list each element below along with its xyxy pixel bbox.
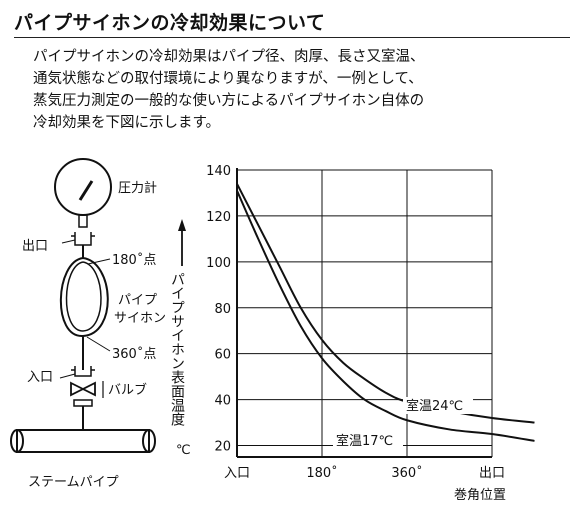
y-tick-labels: 20 40 60 80 100 120 140	[206, 164, 231, 455]
series-label-bg-24	[403, 397, 473, 414]
y-tick-140: 140	[206, 164, 231, 179]
steam-pipe-body	[16, 429, 150, 453]
inlet-fitting	[71, 366, 95, 377]
outlet-fitting	[71, 232, 95, 246]
label-360-point: 360˚点	[112, 346, 156, 362]
series-label-bg-17	[333, 432, 403, 449]
chart: 20 40 60 80 100 120 140 入口 180˚ 360˚ 出口 パイプサイホン表面…	[169, 164, 535, 503]
series-line-room-17c	[236, 190, 535, 442]
paragraph-line-3: 蒸気圧力測定の一般的な使い方によるパイプサイホン自体の	[33, 93, 425, 109]
label-leader-180	[87, 258, 111, 265]
y-tick-20: 20	[214, 440, 231, 455]
steam-pipe-end-left	[10, 429, 24, 453]
x-tick-2: 360˚	[391, 465, 422, 481]
x-axis-label: 巻角位置	[454, 488, 506, 503]
label-siphon: サイホン	[114, 311, 166, 326]
pipe-siphon-coil-inner	[65, 261, 102, 332]
label-outlet: 出口	[22, 239, 48, 254]
title-underline	[14, 37, 570, 38]
y-axis-arrow-head	[178, 219, 186, 231]
label-180-point: 180˚点	[112, 252, 156, 268]
series-label-17: 室温17℃	[336, 433, 393, 449]
chart-series	[236, 183, 535, 442]
page-title: パイプサイホンの冷却効果について	[14, 12, 326, 34]
y-axis-unit: ℃	[176, 443, 191, 458]
label-leader-outlet	[61, 239, 76, 244]
gauge-stem	[78, 214, 88, 228]
x-tick-3: 出口	[479, 466, 505, 481]
x-tick-1: 180˚	[306, 465, 337, 481]
y-axis-label: パイプサイホン表面温度	[169, 272, 185, 426]
diagram-labels: 圧力計 出口 180˚点 パイプ サイホン 360˚点 入口 バルブ ステームパ…	[22, 180, 166, 490]
steam-pipe-end-right	[142, 429, 156, 453]
label-leader-360	[86, 336, 111, 352]
label-steam-pipe: ステームパイプ	[28, 475, 119, 490]
label-leader-inlet	[59, 373, 76, 379]
valve-base	[73, 399, 93, 407]
series-line-room-24c	[236, 183, 535, 424]
chart-grid	[236, 168, 493, 458]
y-tick-80: 80	[214, 302, 231, 317]
description-paragraph: パイプサイホンの冷却効果はパイプ径、肉厚、長さ又室温、 通気状態などの取付環境に…	[33, 46, 573, 134]
x-tick-labels: 入口 180˚ 360˚ 出口	[224, 465, 505, 481]
y-tick-120: 120	[206, 210, 231, 225]
series-labels: 室温24℃ 室温17℃	[333, 397, 473, 449]
label-inlet: 入口	[27, 370, 53, 385]
gauge-needle	[78, 180, 94, 201]
y-tick-100: 100	[206, 256, 231, 271]
y-tick-60: 60	[214, 348, 231, 363]
label-valve: バルブ	[108, 382, 147, 398]
label-pressure-gauge: 圧力計	[118, 180, 157, 196]
paragraph-line-2: 通気状態などの取付環境により異なりますが、一例として、	[33, 71, 423, 87]
installation-diagram	[10, 158, 156, 453]
valve-body	[70, 381, 96, 397]
x-tick-0: 入口	[224, 466, 250, 481]
series-label-24: 室温24℃	[406, 398, 463, 414]
label-pipe: パイプ	[118, 293, 157, 308]
y-tick-40: 40	[214, 394, 231, 409]
pressure-gauge	[54, 158, 112, 216]
paragraph-line-4: 冷却効果を下図に示します。	[33, 115, 221, 131]
y-axis-title-group: パイプサイホン表面温度 ℃	[169, 219, 191, 458]
paragraph-line-1: パイプサイホンの冷却効果はパイプ径、肉厚、長さ又室温、	[33, 49, 425, 65]
